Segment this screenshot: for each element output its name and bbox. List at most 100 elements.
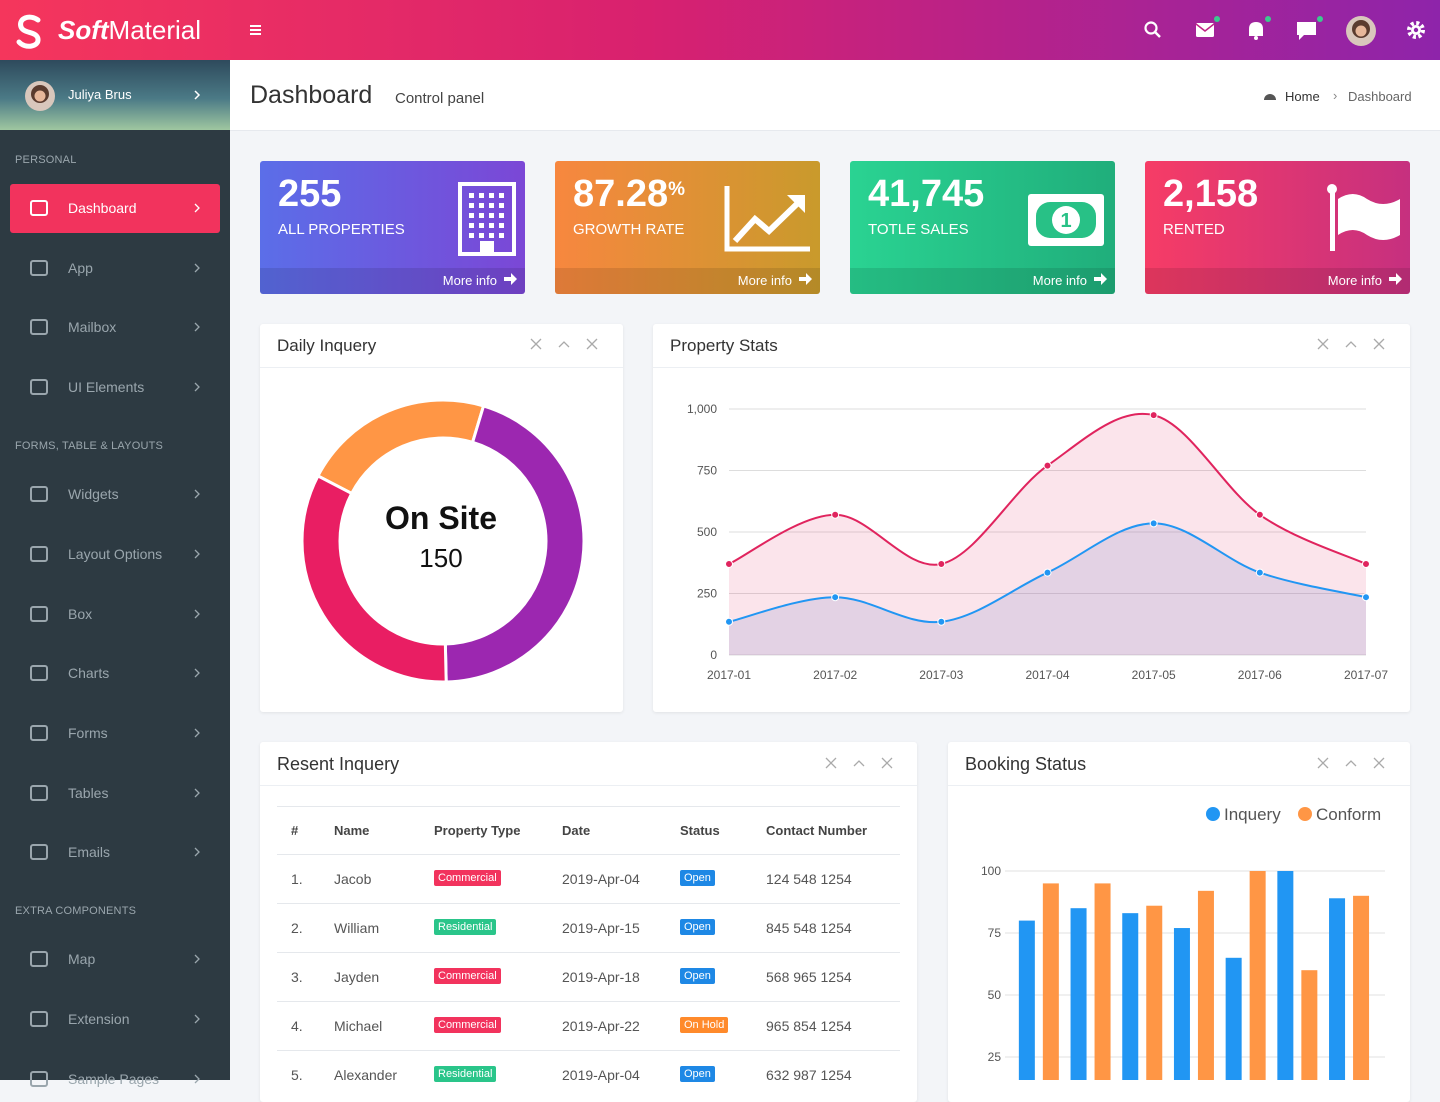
notifications[interactable] <box>1249 16 1271 40</box>
user-avatar <box>25 81 201 111</box>
menu-icon <box>30 605 200 622</box>
sidebar-item[interactable]: Box <box>68 605 93 622</box>
box-title: Property Stats <box>670 336 778 355</box>
stat-number: 255 <box>278 173 342 215</box>
stat-footer[interactable]: More info <box>850 268 1115 294</box>
user-name: Juliya Brus <box>68 87 132 102</box>
more-info[interactable]: More info <box>1032 273 1087 288</box>
brand-rest: Material <box>108 15 202 45</box>
brand: SoftMaterial <box>58 15 201 46</box>
menu-icon <box>30 200 200 216</box>
more-info[interactable]: More info <box>442 273 497 288</box>
sidebar-item[interactable]: UI Elements <box>68 379 145 396</box>
stat-card: 255 ALL PROPERTIES More info <box>260 161 525 294</box>
sidebar-item[interactable]: Mailbox <box>68 319 117 336</box>
table-cell: 845 548 1254 <box>766 920 852 936</box>
home-icon <box>1264 94 1276 100</box>
menu-icon <box>30 665 200 682</box>
sidebar-item[interactable]: Emails <box>68 844 111 861</box>
user-panel[interactable]: Juliya Brus <box>0 60 230 130</box>
menu-icon <box>30 259 200 276</box>
stat-value: 255 <box>278 173 341 216</box>
sidebar-item[interactable]: Sample Pages <box>68 1070 160 1087</box>
mail[interactable] <box>1195 16 1220 37</box>
stat-label: TOTLE SALES <box>868 221 969 238</box>
table-cell: Alexander <box>334 1067 398 1083</box>
sidebar-item[interactable]: Widgets <box>68 486 119 503</box>
menu-toggle[interactable] <box>250 25 261 35</box>
badge: Open <box>680 1066 715 1082</box>
menu-icon <box>30 844 200 861</box>
page-subtitle: Control panel <box>395 90 485 107</box>
more-info[interactable]: More info <box>1327 273 1382 288</box>
stat-unit: % <box>668 179 685 200</box>
svg-text:1: 1 <box>1060 210 1071 232</box>
sidebar-section-title: FORMS, TABLE & LAYOUTS <box>15 440 164 453</box>
stat-label: RENTED <box>1163 221 1225 238</box>
menu-icon <box>30 319 200 336</box>
table-cell: 965 854 1254 <box>766 1018 852 1034</box>
page-header: Dashboard Control panel Home › Dashboard <box>230 60 1440 131</box>
brand-bold: Soft <box>58 15 109 45</box>
box-title: Booking Status <box>965 754 1087 774</box>
property-stats-box: Property Stats <box>653 324 1410 712</box>
stat-number: 41,745 <box>868 173 985 215</box>
stat-footer[interactable]: More info <box>260 268 525 294</box>
badge: Commercial <box>434 968 501 984</box>
table-cell: 3. <box>291 969 303 985</box>
avatar[interactable] <box>1346 16 1376 46</box>
settings[interactable] <box>1407 21 1425 39</box>
sidebar-item[interactable]: Forms <box>68 724 108 741</box>
sidebar-item[interactable]: Charts <box>68 665 110 682</box>
table-cell: 2019-Apr-15 <box>562 920 640 936</box>
table-header: # <box>291 823 299 838</box>
divider <box>260 785 917 786</box>
badge: Residential <box>434 1066 497 1082</box>
chat[interactable] <box>1297 16 1323 40</box>
stat-card: 87.28% GROWTH RATE More info <box>555 161 820 294</box>
stat-number: 2,158 <box>1163 173 1259 215</box>
stat-icon <box>458 182 517 285</box>
badge: Commercial <box>434 1017 501 1033</box>
badge: Open <box>680 919 715 935</box>
table-cell: 2019-Apr-04 <box>562 871 640 887</box>
sidebar-item[interactable]: Extension <box>68 1011 130 1027</box>
breadcrumb-link[interactable]: Home <box>1285 89 1320 104</box>
sidebar-item[interactable]: Tables <box>68 784 109 801</box>
stat-value: 41,745 <box>868 173 984 216</box>
badge: Residential <box>434 919 497 935</box>
more-info[interactable]: More info <box>737 273 792 288</box>
row-rule <box>277 952 900 953</box>
menu-icon <box>30 379 200 396</box>
table-cell: 5. <box>291 1067 303 1083</box>
stat-icon <box>724 186 812 285</box>
menu-icon <box>30 951 200 968</box>
sidebar-item[interactable]: App <box>68 259 93 276</box>
table-cell: 2. <box>291 920 303 936</box>
table-cell: 4. <box>291 1018 303 1034</box>
search[interactable] <box>1144 21 1161 38</box>
table-cell: Michael <box>334 1018 383 1034</box>
stat-label: ALL PROPERTIES <box>278 221 405 238</box>
table-cell: Jacob <box>334 871 372 887</box>
sidebar-item[interactable]: Dashboard <box>68 200 137 216</box>
table-header: Date <box>562 823 591 838</box>
box-title: Daily Inquery <box>277 336 377 355</box>
box-title: Resent Inquery <box>277 754 400 774</box>
top-bar-icons <box>16 14 1425 49</box>
stat-footer[interactable]: More info <box>1145 268 1410 294</box>
table-cell: 2019-Apr-18 <box>562 969 640 985</box>
stat-footer[interactable]: More info <box>555 268 820 294</box>
stat-label: GROWTH RATE <box>573 221 685 238</box>
menu-icon <box>30 784 200 801</box>
sidebar-item[interactable]: Layout Options <box>68 545 163 562</box>
sidebar-item[interactable]: Map <box>68 951 96 968</box>
sidebar-section-title: PERSONAL <box>15 154 77 166</box>
table-cell: 2019-Apr-22 <box>562 1018 640 1034</box>
row-rule <box>277 903 900 904</box>
table-cell: 2019-Apr-04 <box>562 1067 640 1083</box>
menu-icon <box>30 486 200 503</box>
badge: Open <box>680 870 715 886</box>
badge: Open <box>680 968 715 984</box>
